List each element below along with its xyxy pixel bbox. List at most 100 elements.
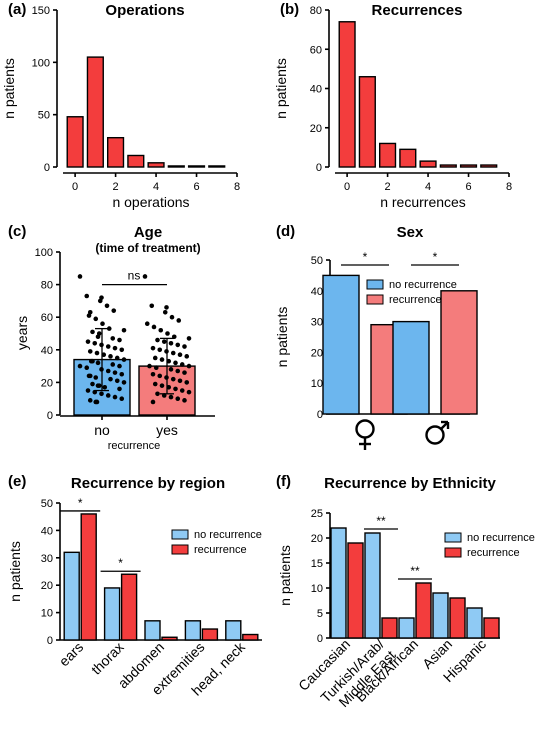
y-tick-label: 10 [311, 583, 323, 595]
chart-title: Recurrence by Ethnicity [324, 475, 496, 492]
significance-label: * [363, 250, 368, 264]
legend-label: recurrence [389, 294, 442, 306]
y-axis-label: years [14, 316, 30, 350]
data-point [159, 383, 165, 388]
histogram-bar [106, 136, 125, 168]
x-tick-label: 0 [344, 181, 350, 193]
data-point [168, 340, 174, 346]
data-point [186, 389, 192, 395]
bar [483, 617, 500, 639]
histogram-bar [378, 142, 397, 168]
data-point [150, 399, 156, 405]
x-tick-label: 8 [234, 181, 240, 193]
legend-swatch [366, 279, 384, 290]
data-point [153, 365, 159, 371]
y-tick-label: 50 [311, 255, 323, 267]
histogram-bar [86, 56, 104, 168]
bar [381, 617, 398, 639]
x-tick-label: no [94, 422, 110, 438]
chart-title: Recurrence by region [71, 475, 225, 492]
data-point [170, 376, 176, 382]
data-point [84, 293, 90, 299]
x-tick-label: thorax [88, 639, 127, 678]
data-point [179, 362, 185, 367]
y-tick-label: 80 [310, 5, 322, 17]
x-tick-label: 6 [465, 181, 471, 193]
data-point [112, 370, 118, 375]
data-point [169, 314, 175, 320]
data-point [155, 337, 160, 343]
y-tick-label: 25 [311, 508, 323, 520]
y-tick-label: 0 [47, 635, 53, 647]
x-axis-label: n recurrences [380, 194, 466, 210]
data-point [164, 375, 169, 380]
data-point [170, 350, 176, 356]
x-axis-label: recurrence [108, 440, 161, 452]
legend-label: no recurrence [389, 279, 457, 291]
panel-label: (d) [276, 223, 295, 240]
bar [466, 607, 483, 639]
x-tick-label: ♂ [430, 447, 441, 463]
x-tick-label: 2 [385, 181, 391, 193]
data-point [110, 336, 116, 341]
data-point [150, 371, 156, 377]
histogram-bar [208, 165, 226, 168]
data-point [95, 360, 101, 366]
bar [161, 636, 178, 641]
x-tick-label: ears [56, 639, 87, 670]
data-point [101, 352, 107, 357]
data-point [161, 339, 167, 344]
x-tick-label: yes [156, 422, 178, 438]
data-point [166, 358, 172, 364]
significance-label: * [433, 250, 438, 264]
y-axis-label: n patients [273, 58, 289, 119]
bar [80, 513, 97, 641]
bar [432, 592, 449, 639]
legend-swatch [444, 532, 462, 543]
y-tick-label: 10 [41, 608, 53, 620]
data-point [99, 367, 104, 372]
histogram-bar [419, 160, 437, 168]
histogram-bar [358, 76, 376, 168]
legend-swatch [366, 294, 384, 305]
y-tick-label: 40 [311, 286, 323, 298]
histogram-bar [127, 154, 145, 168]
data-point [93, 399, 99, 405]
data-point [142, 274, 148, 279]
data-point [165, 331, 170, 336]
significance-label: ** [410, 564, 420, 578]
data-point [119, 347, 125, 353]
data-point [114, 378, 120, 384]
data-point [152, 355, 158, 361]
significance-label: ** [376, 514, 386, 528]
histogram-bar [439, 164, 457, 168]
panel-label: (a) [8, 1, 26, 18]
y-tick-label: 15 [311, 558, 323, 570]
bar [347, 542, 364, 639]
data-point [171, 334, 177, 340]
y-tick-label: 0 [47, 410, 53, 422]
data-point [105, 393, 111, 398]
y-axis-label: n patients [1, 58, 17, 119]
chart-title: Operations [105, 2, 184, 19]
y-tick-label: 40 [310, 84, 322, 96]
data-point [157, 373, 163, 379]
y-tick-label: 50 [41, 498, 53, 510]
x-tick-label: 6 [193, 181, 199, 193]
y-tick-label: 50 [38, 110, 50, 122]
data-point [184, 380, 190, 385]
y-tick-label: 100 [32, 57, 50, 69]
x-tick-label: 2 [113, 181, 119, 193]
data-point [155, 391, 160, 397]
data-point [168, 367, 174, 372]
y-tick-label: 100 [35, 247, 53, 259]
data-point [157, 347, 163, 353]
data-point [147, 363, 152, 369]
x-tick-label: 0 [72, 181, 78, 193]
x-tick-label: 4 [425, 181, 431, 193]
data-point [117, 337, 122, 343]
x-tick-label: 4 [153, 181, 159, 193]
data-point [182, 398, 187, 403]
data-point [158, 327, 164, 333]
